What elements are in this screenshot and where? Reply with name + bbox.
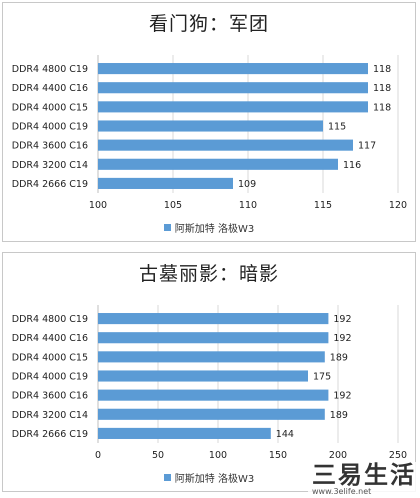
category-label: DDR4 3600 C16 — [12, 391, 88, 402]
x-tick-label: 110 — [239, 200, 257, 211]
x-tick-label: 250 — [389, 450, 407, 461]
category-label: DDR4 3200 C14 — [12, 160, 88, 171]
bar — [98, 408, 325, 420]
x-tick-label: 120 — [389, 200, 407, 211]
bar — [98, 332, 329, 344]
x-tick-label: 105 — [164, 200, 182, 211]
data-label: 175 — [313, 372, 331, 383]
data-label: 116 — [343, 160, 361, 171]
data-label: 192 — [333, 391, 351, 402]
chart-title: 古墓丽影：暗影 — [138, 263, 279, 285]
chart-title: 看门狗：军团 — [148, 13, 269, 35]
data-label: 192 — [333, 333, 351, 344]
category-label: DDR4 4800 C19 — [12, 64, 88, 75]
data-label: 118 — [373, 64, 391, 75]
bar — [98, 370, 308, 382]
x-tick-label: 200 — [329, 450, 347, 461]
category-label: DDR4 4000 C15 — [12, 102, 88, 113]
data-label: 115 — [328, 122, 346, 133]
category-label: DDR4 4400 C16 — [12, 333, 88, 344]
bar — [98, 351, 325, 363]
data-label: 189 — [330, 352, 348, 363]
bar — [98, 82, 368, 94]
category-label: DDR4 2666 C19 — [12, 179, 88, 190]
legend-swatch — [163, 224, 171, 231]
category-label: DDR4 4000 C15 — [12, 352, 88, 363]
bar — [98, 120, 323, 132]
bar — [98, 158, 338, 170]
chart-panel-watchdogs: 看门狗：军团 100 105 110 115 120 DDR4 4800 C19 118 DD… — [2, 2, 416, 242]
chart-legend: 阿斯加特 洛极W3 — [3, 220, 415, 235]
bar-chart-plot: 100 105 110 115 120 DDR4 4800 C19 118 DDR4 4400… — [12, 55, 407, 211]
x-tick-label: 150 — [269, 450, 287, 461]
legend-swatch — [163, 474, 171, 481]
data-label: 144 — [276, 429, 294, 440]
bar-chart-plot: 0 50 100 150 200 250 DDR4 4800 C19 192 DDR4 4400… — [12, 305, 407, 461]
watermark-url: www.3elife.net — [312, 487, 372, 496]
bar — [98, 389, 329, 401]
data-label: 118 — [373, 102, 391, 113]
x-tick-label: 100 — [89, 200, 107, 211]
legend-label: 阿斯加特 洛极W3 — [174, 474, 255, 485]
watermark-brand: 三易生活 — [312, 461, 416, 489]
chart-panel-tombraider: 古墓丽影：暗影 0 50 100 150 200 250 DDR4 4800 C19 192 D… — [2, 252, 416, 492]
x-tick-label: 50 — [152, 450, 164, 461]
bar — [98, 427, 271, 439]
category-label: DDR4 3600 C16 — [12, 141, 88, 152]
data-label: 189 — [330, 410, 348, 421]
data-label: 109 — [238, 179, 256, 190]
category-label: DDR4 4000 C19 — [12, 122, 88, 133]
category-label: DDR4 4000 C19 — [12, 372, 88, 383]
bar — [98, 313, 329, 325]
data-label: 118 — [373, 83, 391, 94]
x-tick-label: 115 — [314, 200, 332, 211]
legend-label: 阿斯加特 洛极W3 — [174, 224, 255, 235]
watermark-logo: 三易生活 www.3elife.net — [308, 462, 416, 496]
chart-legend: 阿斯加特 洛极W3 — [3, 470, 415, 485]
category-label: DDR4 4800 C19 — [12, 314, 88, 325]
bar — [98, 139, 353, 151]
bar — [98, 63, 368, 75]
bar — [98, 101, 368, 113]
x-tick-label: 100 — [209, 450, 227, 461]
data-label: 117 — [358, 141, 376, 152]
x-tick-label: 0 — [95, 450, 101, 461]
category-label: DDR4 3200 C14 — [12, 410, 88, 421]
category-label: DDR4 4400 C16 — [12, 83, 88, 94]
category-label: DDR4 2666 C19 — [12, 429, 88, 440]
data-label: 192 — [333, 314, 351, 325]
bar — [98, 177, 233, 189]
